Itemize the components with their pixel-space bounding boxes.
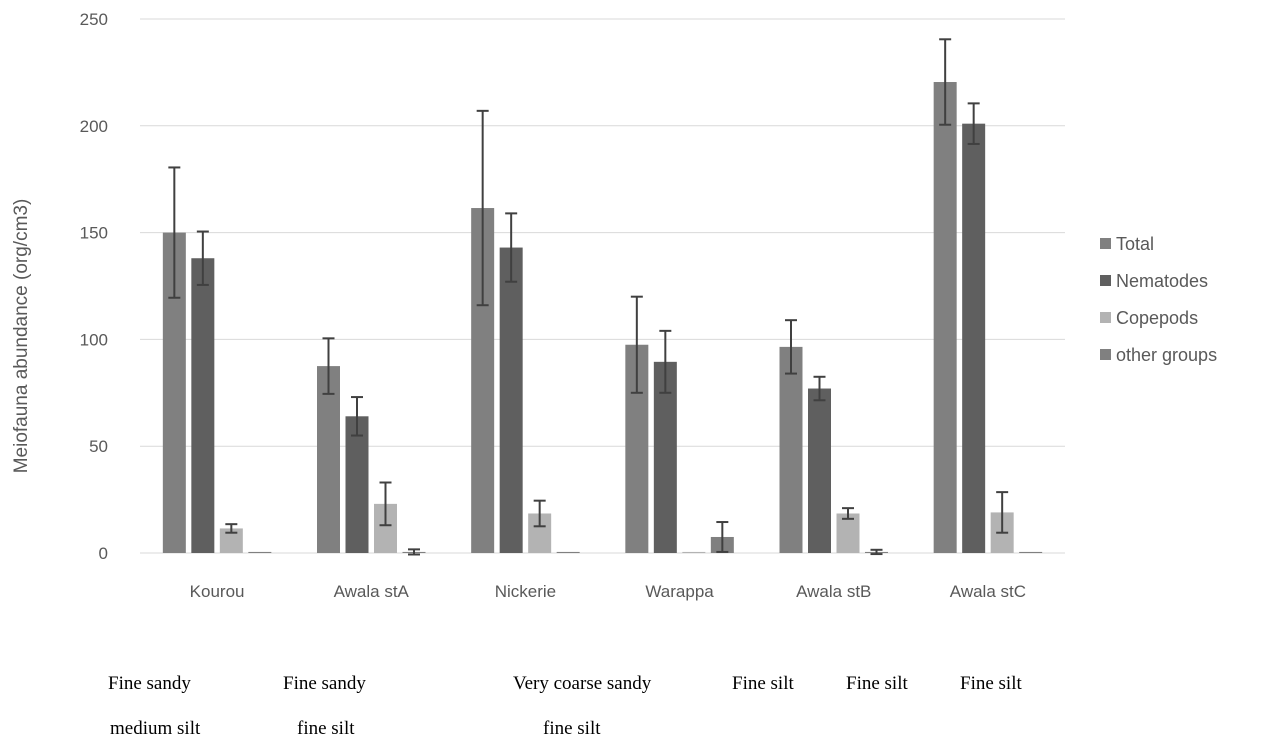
- error-bars: [168, 38, 1009, 556]
- sediment-0-line-0: Fine sandy: [108, 673, 191, 694]
- legend: Total Nematodes Copepods other groups: [1100, 234, 1217, 365]
- bars: [162, 82, 1043, 554]
- x-tick-labels: Kourou Awala stA Nickerie Warappa Awala stB A…: [190, 582, 1026, 601]
- sediment-2-line-0: Very coarse sandy: [513, 673, 652, 694]
- bar: [682, 551, 706, 553]
- sediment-4-line-0: Fine silt: [846, 673, 908, 694]
- bar: [345, 416, 369, 553]
- bar: [933, 82, 957, 554]
- bar: [162, 232, 186, 553]
- y-tick-labels: 0 50 100 150 200 250: [80, 10, 108, 563]
- bar: [836, 513, 860, 553]
- legend-label: Copepods: [1116, 308, 1198, 328]
- bar: [248, 551, 272, 553]
- legend-swatch: [1100, 312, 1111, 323]
- legend-swatch: [1100, 275, 1111, 286]
- x-tick-label: Nickerie: [495, 582, 556, 601]
- bar: [779, 346, 803, 553]
- y-tick-label: 100: [80, 330, 108, 349]
- bar: [528, 513, 552, 553]
- bar: [808, 388, 831, 553]
- sediment-5-line-0: Fine silt: [960, 673, 1022, 694]
- sediment-1-line-0: Fine sandy: [283, 673, 366, 694]
- bar: [374, 503, 397, 553]
- sediment-1-line-1: fine silt: [297, 718, 355, 739]
- bar: [625, 344, 649, 553]
- sediment-0-line-1: medium silt: [110, 718, 201, 739]
- x-tick-label: Awala stB: [796, 582, 871, 601]
- bar: [556, 551, 580, 553]
- x-tick-label: Awala stA: [334, 582, 410, 601]
- y-tick-label: 150: [80, 224, 108, 243]
- y-tick-label: 0: [99, 544, 108, 563]
- y-axis-label: Meiofauna abundance (org/cm3): [11, 199, 32, 474]
- bar: [191, 258, 215, 553]
- legend-label: Total: [1116, 234, 1154, 254]
- legend-swatch: [1100, 349, 1111, 360]
- sediment-2-line-1: fine silt: [543, 718, 601, 739]
- bar: [1019, 551, 1043, 553]
- x-tick-label: Kourou: [190, 582, 245, 601]
- y-tick-label: 250: [80, 10, 108, 29]
- y-tick-label: 200: [80, 117, 108, 136]
- y-tick-label: 50: [89, 437, 108, 456]
- bar: [219, 528, 243, 553]
- bar: [317, 366, 340, 553]
- x-tick-label: Awala stC: [950, 582, 1026, 601]
- sediment-3-line-0: Fine silt: [732, 673, 794, 694]
- legend-label: other groups: [1116, 345, 1217, 365]
- legend-swatch: [1100, 238, 1111, 249]
- bar: [471, 208, 495, 553]
- legend-label: Nematodes: [1116, 271, 1208, 291]
- x-tick-label: Warappa: [645, 582, 714, 601]
- gridlines: [140, 18, 1065, 554]
- bar: [653, 361, 677, 553]
- bar: [499, 247, 523, 553]
- bar: [962, 123, 986, 553]
